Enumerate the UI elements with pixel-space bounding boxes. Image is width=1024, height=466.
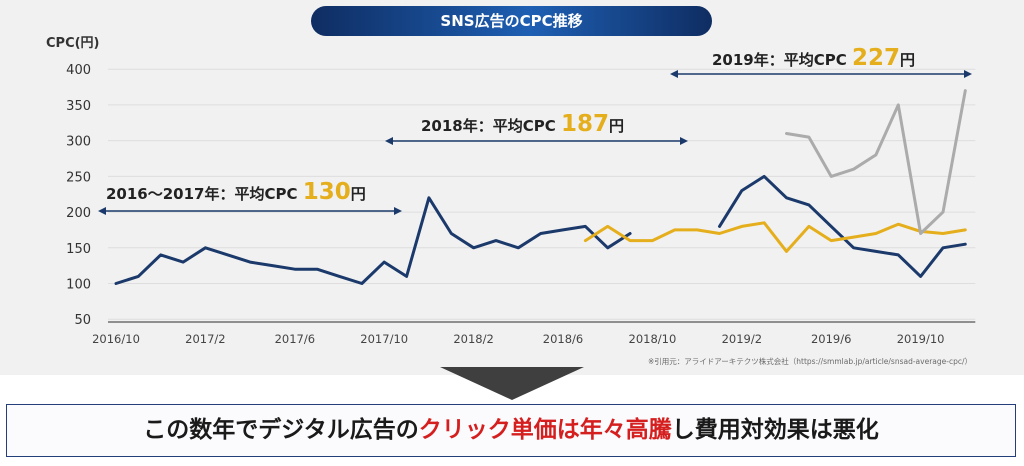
period-arrow-3 — [670, 70, 972, 78]
series-line-3 — [785, 89, 967, 235]
x-tick-label: 2018/6 — [543, 332, 583, 346]
chart-panel — [0, 0, 1024, 375]
x-tick-label: 2017/6 — [275, 332, 315, 346]
series-lines — [114, 89, 967, 285]
y-axis: 50 100 150 200 250 300 350 400 CPC(円) — [46, 36, 100, 328]
y-tick-label: 50 — [74, 313, 91, 328]
down-arrow-icon — [440, 367, 584, 400]
y-tick-label: 300 — [66, 135, 91, 150]
source-note: ※引用元：アライドアーキテクツ株式会社（https://smmlab.jp/ar… — [648, 356, 972, 366]
y-tick-label: 150 — [66, 242, 91, 257]
chart-title: SNS広告のCPC推移 — [311, 6, 712, 36]
period-label-3: 2019年：平均CPC 227円 — [712, 45, 915, 71]
x-tick-label: 2019/2 — [722, 332, 762, 346]
conclusion-text-after: し費用対効果は悪化 — [671, 417, 879, 443]
period-label-1: 2016〜2017年：平均CPC 130円 — [106, 179, 366, 205]
period-annotations: 2016〜2017年：平均CPC 130円 2018年：平均CPC 187円 201… — [98, 45, 972, 215]
x-tick-label: 2018/2 — [453, 332, 493, 346]
conclusion-text-before: この数年でデジタル広告の — [143, 417, 419, 443]
y-tick-label: 200 — [66, 206, 91, 221]
series-line-1 — [718, 174, 967, 278]
y-axis-label: CPC(円) — [46, 36, 100, 51]
x-tick-label: 2018/10 — [629, 332, 677, 346]
conclusion-highlight: クリック単価は年々高騰 — [418, 417, 672, 443]
y-tick-label: 400 — [66, 63, 91, 78]
y-tick-label: 250 — [66, 170, 91, 185]
period-arrow-1 — [98, 207, 402, 215]
series-line-1 — [114, 196, 632, 285]
x-tick-label: 2019/10 — [897, 332, 945, 346]
period-arrow-2 — [385, 137, 688, 145]
period-label-2: 2018年：平均CPC 187円 — [421, 111, 624, 137]
x-axis: 2016/10 2017/2 2017/6 2017/10 2018/2 2018/6 20… — [92, 321, 976, 346]
y-tick-label: 350 — [66, 99, 91, 114]
x-tick-label: 2016/10 — [92, 332, 140, 346]
x-tick-label: 2017/10 — [360, 332, 408, 346]
conclusion-box: この数年でデジタル広告のクリック単価は年々高騰し費用対効果は悪化 — [6, 404, 1016, 457]
x-tick-label: 2017/2 — [185, 332, 225, 346]
series-line-2 — [583, 221, 967, 253]
x-tick-label: 2019/6 — [811, 332, 851, 346]
y-tick-label: 100 — [66, 278, 91, 293]
